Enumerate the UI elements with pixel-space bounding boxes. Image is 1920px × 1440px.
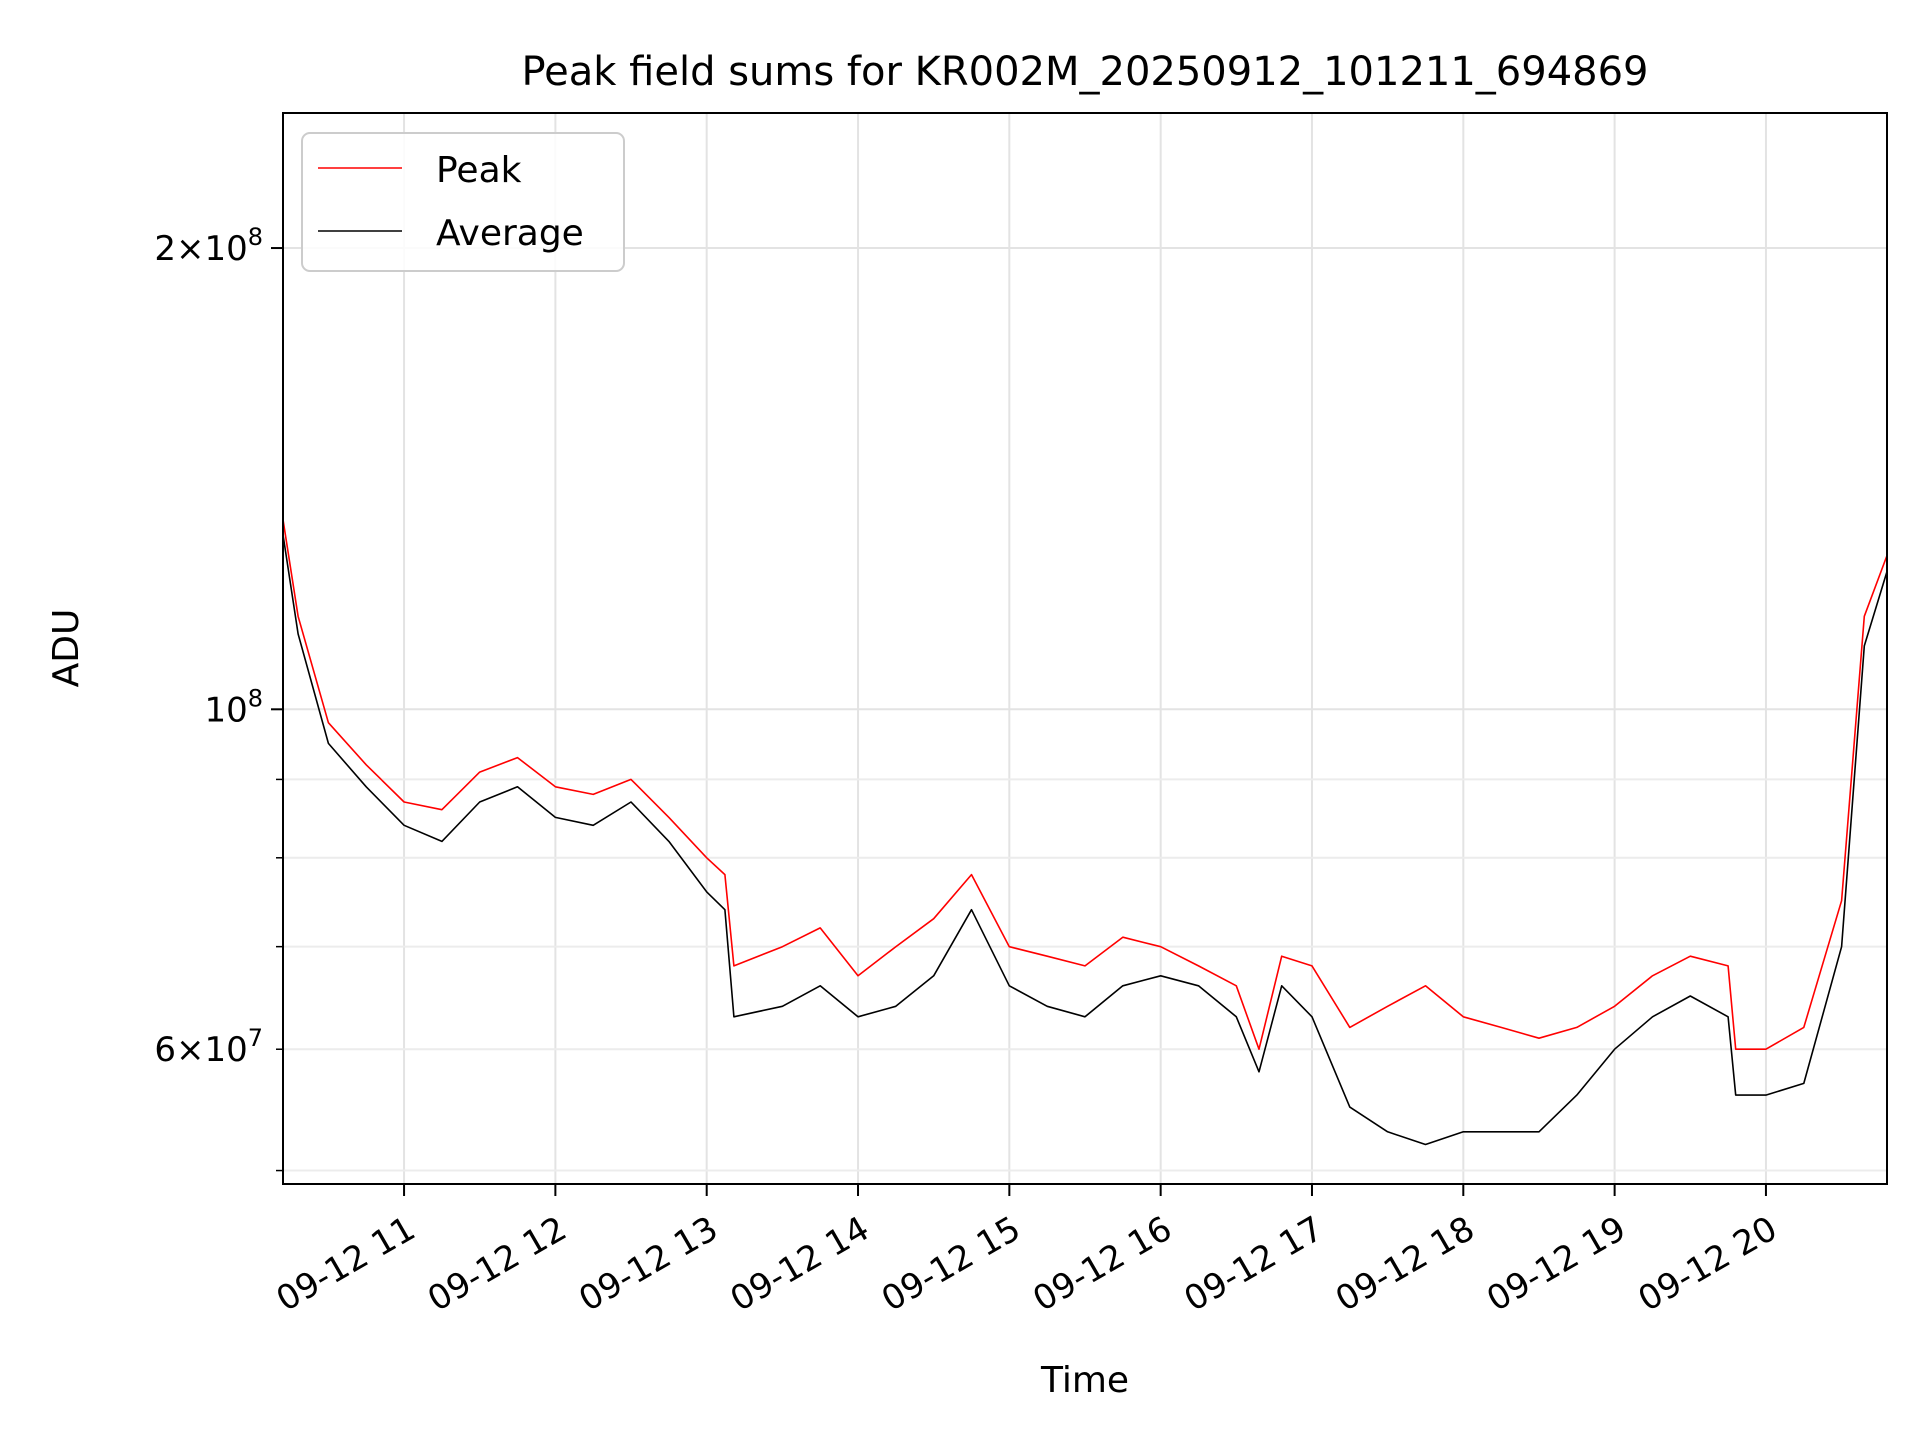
chart-title: Peak field sums for KR002M_20250912_1012… (521, 49, 1648, 95)
legend-label-average: Average (436, 213, 584, 254)
series-line-peak (283, 519, 1887, 1050)
legend: Peak Average (301, 132, 625, 272)
y-tick-label: 108 (204, 684, 263, 730)
y-tick-label: 2×108 (154, 223, 263, 269)
plot-frame (282, 112, 1888, 1185)
legend-label-peak: Peak (436, 150, 522, 191)
y-axis-ticks: 108 2×108 6×107 (154, 223, 283, 1172)
y-tick-label: 6×107 (154, 1024, 263, 1070)
series-line-average (283, 534, 1887, 1146)
y-axis-label: ADU (46, 609, 87, 688)
series-group (283, 519, 1887, 1146)
x-axis-label: Time (1040, 1360, 1129, 1401)
